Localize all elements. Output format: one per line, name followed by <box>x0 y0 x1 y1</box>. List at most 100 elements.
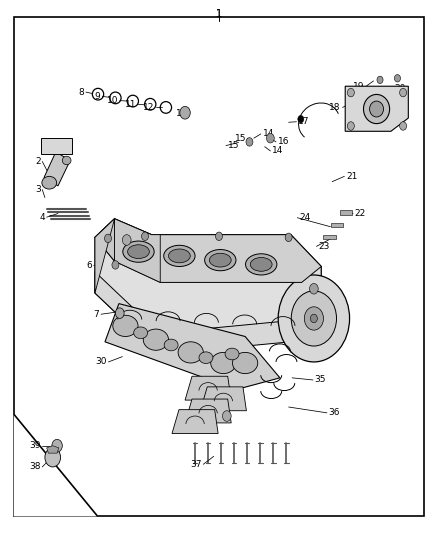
Text: 14: 14 <box>272 147 283 156</box>
Text: 4: 4 <box>39 213 45 222</box>
Text: 15: 15 <box>228 141 239 150</box>
Ellipse shape <box>364 94 390 124</box>
Text: 17: 17 <box>298 117 310 126</box>
Ellipse shape <box>205 249 236 271</box>
Text: 30: 30 <box>95 358 107 367</box>
Circle shape <box>377 76 383 84</box>
Text: 14: 14 <box>262 130 274 139</box>
Polygon shape <box>47 446 59 453</box>
Ellipse shape <box>143 329 169 350</box>
Ellipse shape <box>134 327 148 338</box>
Ellipse shape <box>251 257 272 271</box>
Text: 28: 28 <box>128 299 140 308</box>
Ellipse shape <box>127 245 149 259</box>
Polygon shape <box>345 86 408 131</box>
Text: 19: 19 <box>353 82 364 91</box>
Ellipse shape <box>123 241 154 262</box>
Ellipse shape <box>113 316 138 336</box>
Polygon shape <box>185 376 231 400</box>
Text: 36: 36 <box>328 408 340 417</box>
Ellipse shape <box>246 254 277 275</box>
Polygon shape <box>95 272 302 351</box>
Circle shape <box>399 122 406 130</box>
Circle shape <box>180 107 190 119</box>
Circle shape <box>394 75 400 82</box>
Text: 1: 1 <box>216 9 222 19</box>
Text: 12: 12 <box>143 103 155 112</box>
Circle shape <box>304 307 323 330</box>
Text: 5: 5 <box>99 238 105 247</box>
Polygon shape <box>105 304 280 390</box>
Polygon shape <box>95 219 321 282</box>
Text: 6: 6 <box>86 261 92 270</box>
Circle shape <box>116 308 124 318</box>
Ellipse shape <box>209 253 231 267</box>
Circle shape <box>266 133 274 143</box>
Ellipse shape <box>211 352 236 374</box>
Text: 7: 7 <box>94 310 99 319</box>
Text: 26: 26 <box>135 248 146 257</box>
Circle shape <box>122 235 131 245</box>
Text: 39: 39 <box>29 441 41 450</box>
Text: 8: 8 <box>78 87 84 96</box>
Circle shape <box>223 411 231 421</box>
Circle shape <box>105 234 112 243</box>
Circle shape <box>278 275 350 362</box>
Polygon shape <box>95 219 321 351</box>
Text: 3: 3 <box>35 185 41 194</box>
Ellipse shape <box>42 176 57 189</box>
Ellipse shape <box>233 352 258 374</box>
Circle shape <box>52 439 62 452</box>
Text: 11: 11 <box>125 100 136 109</box>
Text: 22: 22 <box>355 209 366 218</box>
Text: 24: 24 <box>299 213 311 222</box>
Bar <box>331 223 343 227</box>
Text: 1: 1 <box>216 9 222 19</box>
Text: 5: 5 <box>212 413 218 422</box>
Text: 18: 18 <box>329 103 341 112</box>
Circle shape <box>285 233 292 241</box>
Text: 6: 6 <box>112 299 118 308</box>
Text: 35: 35 <box>315 375 326 384</box>
Circle shape <box>291 291 336 346</box>
Text: 34: 34 <box>312 349 324 358</box>
Polygon shape <box>95 219 115 261</box>
Bar <box>340 211 352 215</box>
Text: 37: 37 <box>190 460 201 469</box>
Circle shape <box>141 232 148 240</box>
Text: 10: 10 <box>106 96 118 105</box>
Ellipse shape <box>164 245 195 266</box>
Text: 16: 16 <box>278 138 289 147</box>
Text: 9: 9 <box>95 92 101 101</box>
Text: 32: 32 <box>333 300 344 309</box>
Polygon shape <box>95 219 160 293</box>
Bar <box>323 235 336 239</box>
Ellipse shape <box>178 342 203 363</box>
Circle shape <box>310 284 318 294</box>
Polygon shape <box>14 415 97 516</box>
Ellipse shape <box>370 101 384 117</box>
Ellipse shape <box>62 156 71 165</box>
Circle shape <box>45 448 60 467</box>
Polygon shape <box>200 387 247 411</box>
Bar <box>41 138 72 154</box>
Text: 15: 15 <box>234 134 246 143</box>
Text: 23: 23 <box>318 242 330 251</box>
Polygon shape <box>44 152 70 186</box>
Circle shape <box>298 115 304 123</box>
Ellipse shape <box>225 348 239 360</box>
Text: 33: 33 <box>334 320 346 329</box>
Text: 13: 13 <box>176 109 187 118</box>
Ellipse shape <box>169 249 190 263</box>
Circle shape <box>347 88 354 97</box>
Polygon shape <box>172 410 218 433</box>
Circle shape <box>311 314 318 322</box>
Text: 21: 21 <box>346 172 357 181</box>
Circle shape <box>399 88 406 97</box>
Text: 2: 2 <box>35 157 41 166</box>
Ellipse shape <box>199 352 213 364</box>
Text: 38: 38 <box>29 463 41 471</box>
Text: 20: 20 <box>394 84 405 93</box>
Text: 27: 27 <box>116 320 127 329</box>
Text: 29: 29 <box>123 342 134 351</box>
